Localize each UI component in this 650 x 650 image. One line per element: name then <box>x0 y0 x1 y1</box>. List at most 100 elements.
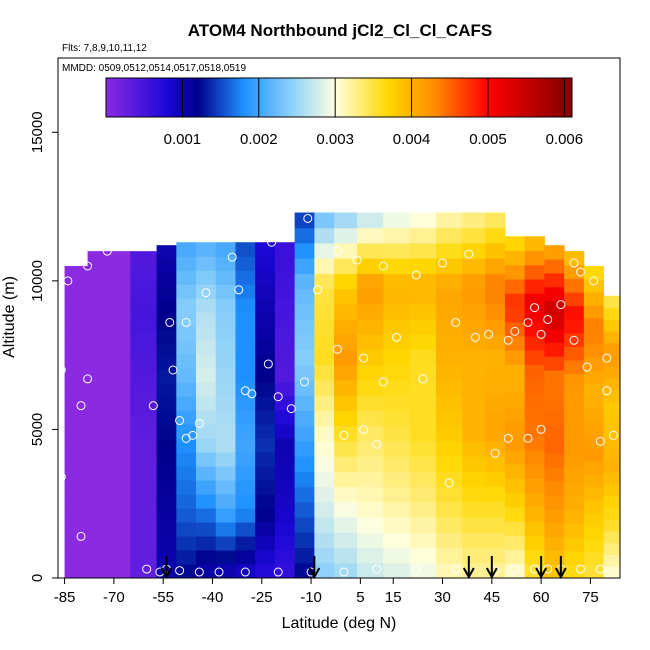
heatmap-cell <box>235 452 256 467</box>
heatmap-cell <box>383 288 411 305</box>
heatmap-cell <box>130 251 158 266</box>
heatmap-cell <box>357 547 384 564</box>
heatmap-cell <box>87 387 131 402</box>
observation-point <box>523 433 533 443</box>
heatmap-cell <box>176 298 197 313</box>
heatmap-cell <box>504 335 526 351</box>
heatmap-cell <box>435 258 463 274</box>
heatmap-cell <box>314 471 335 488</box>
heatmap-cell <box>435 349 463 366</box>
heatmap-cell <box>176 550 197 565</box>
heatmap-cell <box>235 480 256 495</box>
heatmap-cell <box>462 303 486 320</box>
heatmap-cell <box>357 334 384 351</box>
heatmap-cell <box>524 392 545 408</box>
heatmap-cell <box>274 424 296 439</box>
heatmap-cell <box>334 395 358 411</box>
heatmap-cell <box>485 501 506 518</box>
heatmap-cell <box>357 258 384 274</box>
heatmap-cell <box>583 526 605 540</box>
heatmap-cell <box>334 212 358 229</box>
heatmap-cell <box>544 494 565 510</box>
heatmap-cell <box>334 456 358 472</box>
heatmap-cell <box>274 270 296 285</box>
heatmap-cell <box>383 242 411 259</box>
observation-point <box>438 258 448 268</box>
heatmap-cell <box>274 536 296 551</box>
heatmap-cell <box>294 456 315 472</box>
observation-point <box>115 240 125 250</box>
heatmap-cell <box>544 356 565 371</box>
y-axis-label: Altitude (m) <box>1 276 18 358</box>
heatmap-cell <box>156 356 177 371</box>
heatmap-cell <box>176 494 197 509</box>
heatmap-cell <box>485 364 506 381</box>
heatmap-cell <box>462 532 486 549</box>
heatmap-cell <box>215 382 236 397</box>
heatmap-cell <box>357 273 384 290</box>
heatmap-cell <box>544 425 565 440</box>
x-tick-label: -85 <box>54 589 76 606</box>
heatmap-cell <box>274 522 296 537</box>
heatmap-cell <box>485 456 506 472</box>
heatmap-cell <box>485 349 506 366</box>
heatmap-cell <box>215 284 236 299</box>
colorbar-tick-label: 0.002 <box>240 131 278 148</box>
heatmap-cell <box>235 382 256 397</box>
heatmap-cell <box>255 480 276 495</box>
heatmap-cell <box>255 550 276 565</box>
heatmap-cell <box>235 522 256 537</box>
heatmap-cell <box>544 550 565 565</box>
heatmap-cell <box>603 519 620 532</box>
heatmap-cell <box>409 380 437 396</box>
observation-point <box>181 317 191 327</box>
heatmap-cell <box>255 424 276 439</box>
heatmap-cell <box>383 349 411 366</box>
heatmap-cell <box>87 509 131 525</box>
heatmap-cell <box>435 303 463 320</box>
x-tick-label: -25 <box>251 589 273 606</box>
heatmap-cell <box>87 305 131 320</box>
heatmap-cell <box>294 380 315 396</box>
heatmap-cell <box>462 212 486 229</box>
heatmap-cell <box>409 471 437 488</box>
heatmap-cell <box>235 326 256 341</box>
heatmap-cell <box>64 305 89 319</box>
x-tick-label: 5 <box>356 589 364 606</box>
heatmap-cell <box>357 319 384 335</box>
heatmap-cell <box>524 492 545 508</box>
heatmap-cell <box>603 354 620 367</box>
heatmap-cell <box>409 562 437 578</box>
heatmap-cell <box>294 212 315 229</box>
x-axis: -85 -70 -55 -40 -25 -10 5 15 30 45 60 75 <box>54 578 599 606</box>
heatmap-cell <box>435 456 463 472</box>
heatmap-cell <box>156 342 177 357</box>
heatmap-cell <box>87 292 131 307</box>
heatmap-cell <box>255 242 276 257</box>
heatmap-cell <box>314 364 335 381</box>
heatmap-cell <box>294 425 315 442</box>
heatmap-cell <box>485 227 506 244</box>
heatmap-cell <box>87 523 131 538</box>
heatmap-cell <box>544 286 565 302</box>
heatmap-cell <box>255 466 276 481</box>
heatmap-cell <box>409 334 437 351</box>
heatmap-cell <box>87 564 131 578</box>
heatmap-cell <box>255 522 276 537</box>
heatmap-cell <box>314 349 335 366</box>
heatmap-cell <box>215 410 236 425</box>
heatmap-cell <box>435 440 463 457</box>
heatmap-cell <box>314 440 335 457</box>
heatmap-cell <box>583 565 605 578</box>
heatmap-cell <box>130 482 158 497</box>
observation-point <box>569 335 579 345</box>
observation-point <box>378 261 388 271</box>
heatmap-cell <box>357 303 384 320</box>
heatmap-cell <box>334 425 358 442</box>
heatmap-cell <box>215 326 236 341</box>
heatmap-cell <box>435 517 463 533</box>
heatmap-cell <box>383 319 411 335</box>
heatmap-cell <box>156 453 177 468</box>
heatmap-cell <box>357 410 384 427</box>
